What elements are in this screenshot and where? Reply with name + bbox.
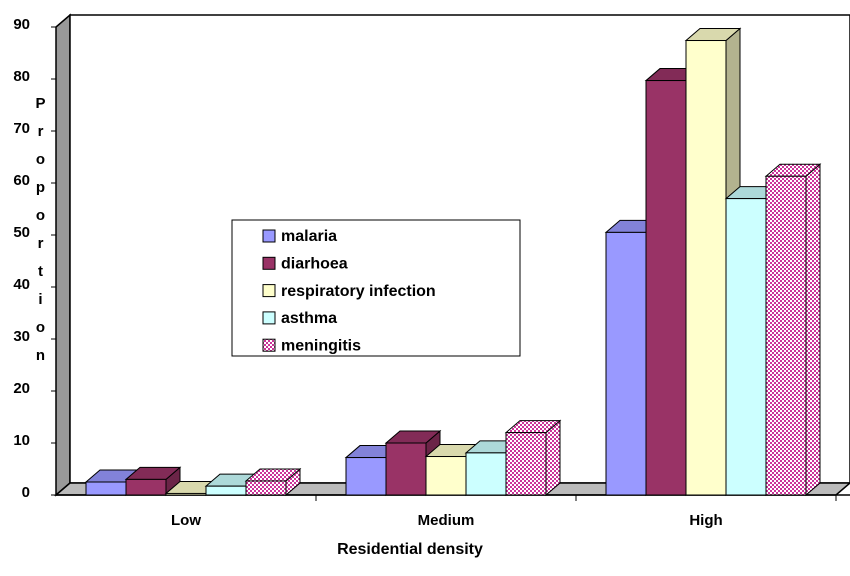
legend-swatch <box>262 229 276 243</box>
legend: malaria diarhoea respiratory infection asth… <box>231 219 521 357</box>
legend-label: meningitis <box>281 337 361 354</box>
bar <box>125 478 167 496</box>
bar <box>645 80 687 496</box>
bar <box>725 198 767 496</box>
x-axis-title: Residential density <box>337 541 483 558</box>
legend-box <box>231 219 521 357</box>
legend-label: diarhoea <box>281 256 348 273</box>
bar <box>685 40 727 496</box>
bar-side <box>545 419 561 497</box>
y-tick-label: 90 <box>13 16 30 33</box>
bar <box>385 442 427 496</box>
y-tick-label: 80 <box>13 68 30 85</box>
legend-swatch <box>262 284 276 298</box>
y-tick-label: 50 <box>13 224 30 241</box>
y-axis-title: Proportion <box>32 95 49 375</box>
legend-label: malaria <box>281 228 337 245</box>
y-tick-label: 0 <box>22 484 30 501</box>
bar <box>765 175 807 496</box>
bar <box>505 432 547 496</box>
bar <box>425 456 467 496</box>
y-tick-label: 40 <box>13 276 30 293</box>
bar <box>465 452 507 496</box>
x-tick-label: Medium <box>418 512 475 529</box>
y-tick-label: 30 <box>13 328 30 345</box>
bar-side <box>805 163 821 497</box>
bar <box>205 485 247 496</box>
bar <box>605 231 647 496</box>
y-tick-label: 20 <box>13 380 30 397</box>
legend-label: asthma <box>281 310 337 327</box>
legend-swatch <box>262 256 276 270</box>
x-tick-label: Low <box>171 512 201 529</box>
y-tick-label: 60 <box>13 172 30 189</box>
bar <box>345 457 387 496</box>
y-tick-label: 10 <box>13 432 30 449</box>
bar <box>245 480 287 496</box>
legend-swatch <box>262 311 276 325</box>
legend-swatch <box>262 338 276 352</box>
legend-label: respiratory infection <box>281 283 436 300</box>
bar <box>85 481 127 496</box>
bar <box>165 492 207 496</box>
x-tick-label: High <box>689 512 722 529</box>
y-tick-label: 70 <box>13 120 30 137</box>
